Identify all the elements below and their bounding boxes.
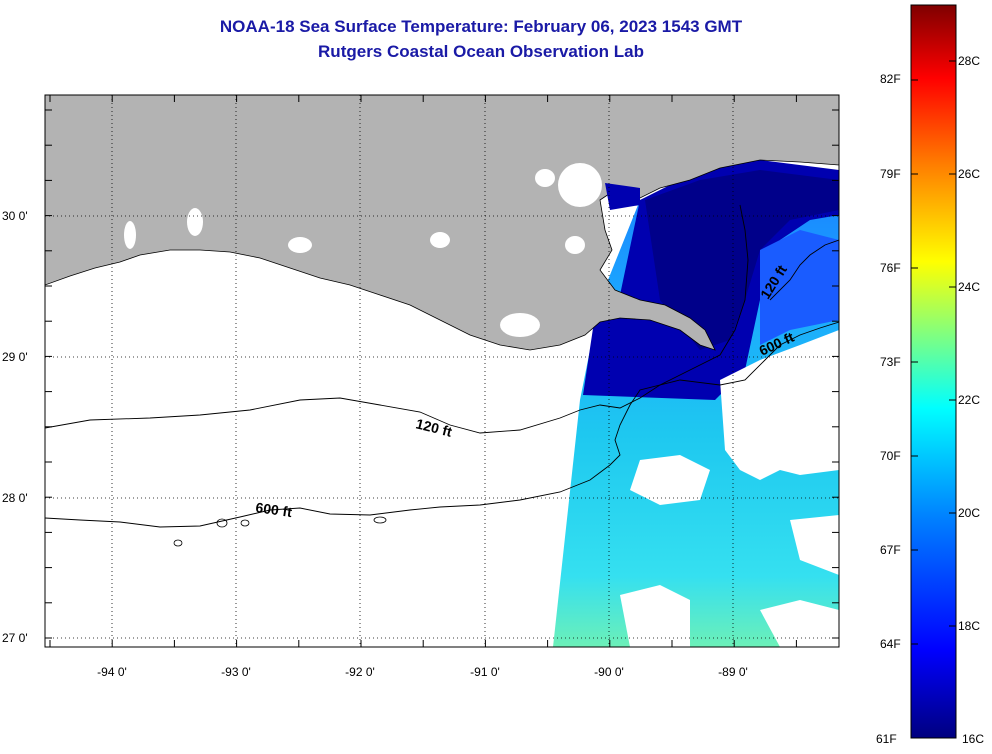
colorbar-label-f: 82F <box>880 72 901 86</box>
colorbar-label-c: 24C <box>958 280 981 294</box>
warm-offshore-water <box>760 230 839 345</box>
contour-label: 600 ft <box>255 499 294 520</box>
colorbar-ticks <box>911 60 956 645</box>
lon-label: -89 0' <box>718 665 748 679</box>
lake <box>124 221 136 249</box>
cloud-patch <box>620 585 690 647</box>
colorbar-label-f: 70F <box>880 449 901 463</box>
contour-island <box>373 516 387 524</box>
plot-frame <box>44 94 840 648</box>
map-title: NOAA-18 Sea Surface Temperature: Februar… <box>219 17 743 36</box>
lon-label: -92 0' <box>345 665 375 679</box>
lake <box>558 163 602 207</box>
colorbar-label-c: 18C <box>958 619 981 633</box>
lake <box>605 183 640 210</box>
colorbar-label-c: 28C <box>958 54 981 68</box>
colorbar-label-f: 73F <box>880 355 901 369</box>
lake <box>565 236 585 254</box>
colorbar-label-f: 67F <box>880 543 901 557</box>
cloud-patch <box>720 330 839 480</box>
lat-label: 28 0' <box>2 491 28 505</box>
colorbar-label-c: 16C <box>962 732 985 746</box>
contour-line-600ft-west <box>45 321 839 528</box>
lake <box>430 232 450 248</box>
colorbar-label-c: 20C <box>958 506 981 520</box>
cold-core-water <box>645 170 839 350</box>
cloud-patch <box>790 515 839 575</box>
lake <box>535 169 555 187</box>
lon-label: -93 0' <box>221 665 251 679</box>
cloud-patch <box>760 600 839 647</box>
colorbar-label-c: 26C <box>958 167 981 181</box>
colorbar <box>910 4 957 739</box>
land-mass <box>45 95 839 351</box>
lon-label: -91 0' <box>470 665 500 679</box>
colorbar-label-f: 61F <box>876 732 897 746</box>
contour-island <box>216 518 228 528</box>
lon-label: -90 0' <box>594 665 624 679</box>
colorbar-label-c: 22C <box>958 393 981 407</box>
lat-label: 30 0' <box>2 209 28 223</box>
cloud-patch <box>630 455 710 505</box>
lat-label: 27 0' <box>2 631 28 645</box>
graticule <box>45 95 839 647</box>
contour-island <box>240 519 250 527</box>
colorbar-label-f: 64F <box>880 637 901 651</box>
contour-line-120ft-east <box>769 239 839 301</box>
lake <box>187 208 203 236</box>
map-subtitle: Rutgers Coastal Ocean Observation Lab <box>318 42 644 61</box>
lat-label: 29 0' <box>2 350 28 364</box>
lake <box>500 313 540 337</box>
contour-line-120ft-west <box>45 204 749 434</box>
lon-label: -94 0' <box>97 665 127 679</box>
colorbar-label-f: 79F <box>880 167 901 181</box>
lake <box>288 237 312 253</box>
colorbar-label-f: 76F <box>880 261 901 275</box>
axis-ticks <box>45 95 839 647</box>
contour-island <box>173 539 183 547</box>
